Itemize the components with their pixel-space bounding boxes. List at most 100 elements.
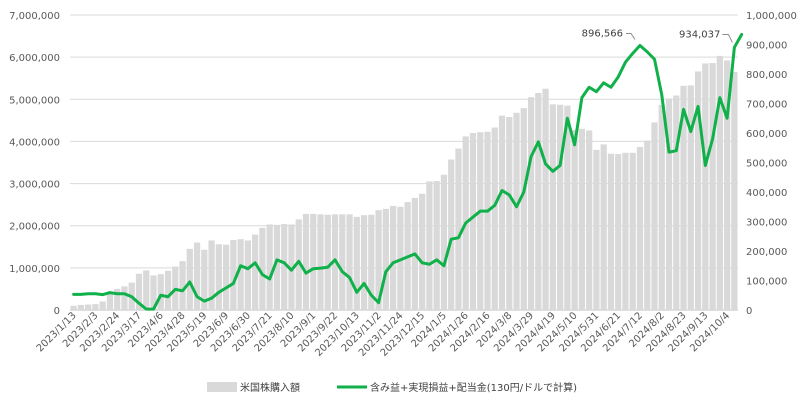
line-point [573, 144, 576, 146]
line-point [733, 46, 736, 49]
line-point [581, 96, 583, 99]
bar [324, 214, 331, 310]
line-point [297, 260, 300, 263]
left-tick-label: 7,000,000 [9, 11, 60, 22]
line-point [87, 292, 89, 295]
bar [317, 214, 324, 310]
bar [455, 148, 462, 310]
line-point [646, 51, 649, 53]
bar [600, 144, 607, 310]
line-point [515, 205, 518, 208]
bar [77, 304, 85, 310]
bar [157, 274, 164, 310]
bar [716, 55, 723, 310]
bar [549, 104, 556, 310]
annotation-leader [625, 33, 636, 40]
bar [288, 224, 295, 310]
bar [266, 224, 273, 310]
line-point [421, 262, 423, 264]
line-point [138, 302, 140, 305]
bar [382, 208, 389, 310]
line-point [660, 93, 663, 96]
bar [114, 288, 121, 310]
line-point [152, 308, 155, 310]
bar [658, 104, 665, 310]
right-tick-label: 400,000 [746, 188, 787, 199]
bar [389, 205, 397, 310]
line-point [385, 270, 387, 273]
bar [419, 193, 426, 310]
line-point [697, 105, 699, 108]
bar [629, 152, 636, 310]
bar [186, 248, 193, 310]
line-point [428, 263, 431, 266]
line-point [435, 259, 438, 261]
line-point [493, 204, 496, 207]
line-point [283, 262, 286, 264]
bar [164, 270, 172, 310]
bar [426, 181, 433, 310]
bar [542, 88, 549, 310]
x-axis: 2023/1/132023/2/32023/2/242023/3/172023/… [35, 310, 733, 359]
right-tick-label: 900,000 [746, 41, 787, 52]
right-tick-label: 200,000 [746, 247, 787, 258]
bar [723, 60, 731, 311]
bar [302, 213, 310, 310]
bar [469, 133, 477, 310]
bar [237, 239, 244, 310]
line-point [675, 149, 678, 152]
bar [92, 304, 99, 310]
bar [244, 240, 252, 310]
line-point [363, 282, 365, 285]
line-point [356, 291, 358, 294]
line-point [624, 61, 627, 63]
line-point [72, 293, 75, 296]
legend-label-bars: 米国株購入額 [240, 381, 300, 394]
line-point [537, 141, 540, 143]
left-tick-label: 0 [54, 306, 60, 317]
line-point [123, 292, 126, 295]
line-point [653, 58, 656, 61]
left-tick-label: 6,000,000 [9, 53, 60, 64]
bar [281, 224, 288, 310]
bar [339, 214, 346, 310]
bar [513, 112, 520, 311]
bar [353, 216, 360, 310]
line-point [617, 76, 619, 78]
line-point [290, 269, 293, 271]
line-point [486, 210, 489, 212]
line-point [319, 267, 322, 269]
bar [622, 152, 629, 310]
right-tick-label: 300,000 [746, 218, 787, 229]
line-point [406, 256, 409, 258]
line-point [80, 293, 82, 296]
annotation-leader [722, 33, 733, 43]
line-point [566, 117, 569, 120]
right-tick-label: 0 [746, 306, 752, 317]
line-point [109, 291, 111, 294]
left-tick-label: 3,000,000 [9, 180, 60, 191]
bar [520, 108, 527, 310]
line-point [443, 264, 445, 267]
line-point [392, 262, 394, 264]
line-point [305, 272, 307, 274]
line-point [595, 90, 598, 93]
right-tick-label: 1,000,000 [746, 11, 797, 22]
line-point [450, 238, 453, 240]
annotation-peak-label: 896,566 [582, 29, 623, 40]
line-point [196, 295, 198, 298]
legend-swatch-bars [207, 382, 237, 392]
line-point [94, 292, 97, 295]
line-layer [72, 32, 744, 311]
line-point [530, 155, 532, 158]
bar [375, 210, 382, 310]
bar [593, 149, 600, 310]
bar [230, 240, 237, 310]
line-point [370, 294, 373, 297]
bar [295, 219, 302, 310]
line-point [210, 297, 213, 300]
legend-label-line: 含み益+実現損益+配当金(130円/ドルで計算) [370, 381, 577, 394]
bar [586, 130, 593, 310]
line-point [588, 86, 590, 89]
